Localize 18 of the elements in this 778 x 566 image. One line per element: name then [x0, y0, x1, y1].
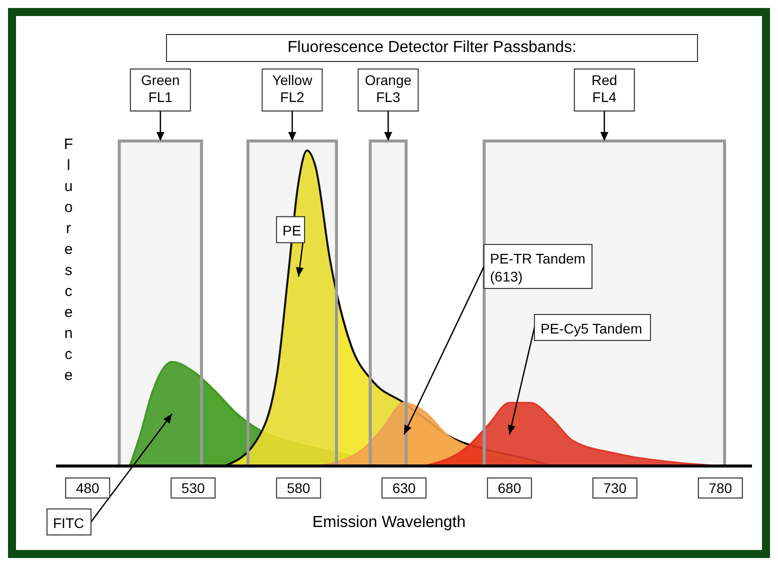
text: PE-TR Tandem (613) [490, 250, 586, 284]
y-axis-title: Fluorescence [60, 136, 77, 388]
band-label: Orange FL3 [364, 72, 412, 105]
band-label: Green FL1 [140, 72, 180, 105]
text: FITC [53, 514, 84, 531]
text: PE-Cy5 Tandem [540, 320, 642, 336]
x-tick-label: 730 [603, 480, 627, 496]
chart-title: Fluorescence Detector Filter Passbands: [166, 34, 698, 62]
x-tick-label: 630 [392, 480, 416, 496]
x-tick-label: 530 [181, 480, 205, 496]
x-tick-label: 580 [286, 480, 310, 496]
band-label: Red FL4 [592, 72, 618, 105]
x-tick-label: 680 [498, 480, 522, 496]
band-label: Yellow FL2 [272, 72, 314, 105]
x-tick-label: 480 [76, 480, 100, 496]
series-label: PE [282, 222, 302, 239]
x-tick-label: 780 [708, 480, 732, 496]
x-axis-title: Emission Wavelength [312, 514, 466, 531]
